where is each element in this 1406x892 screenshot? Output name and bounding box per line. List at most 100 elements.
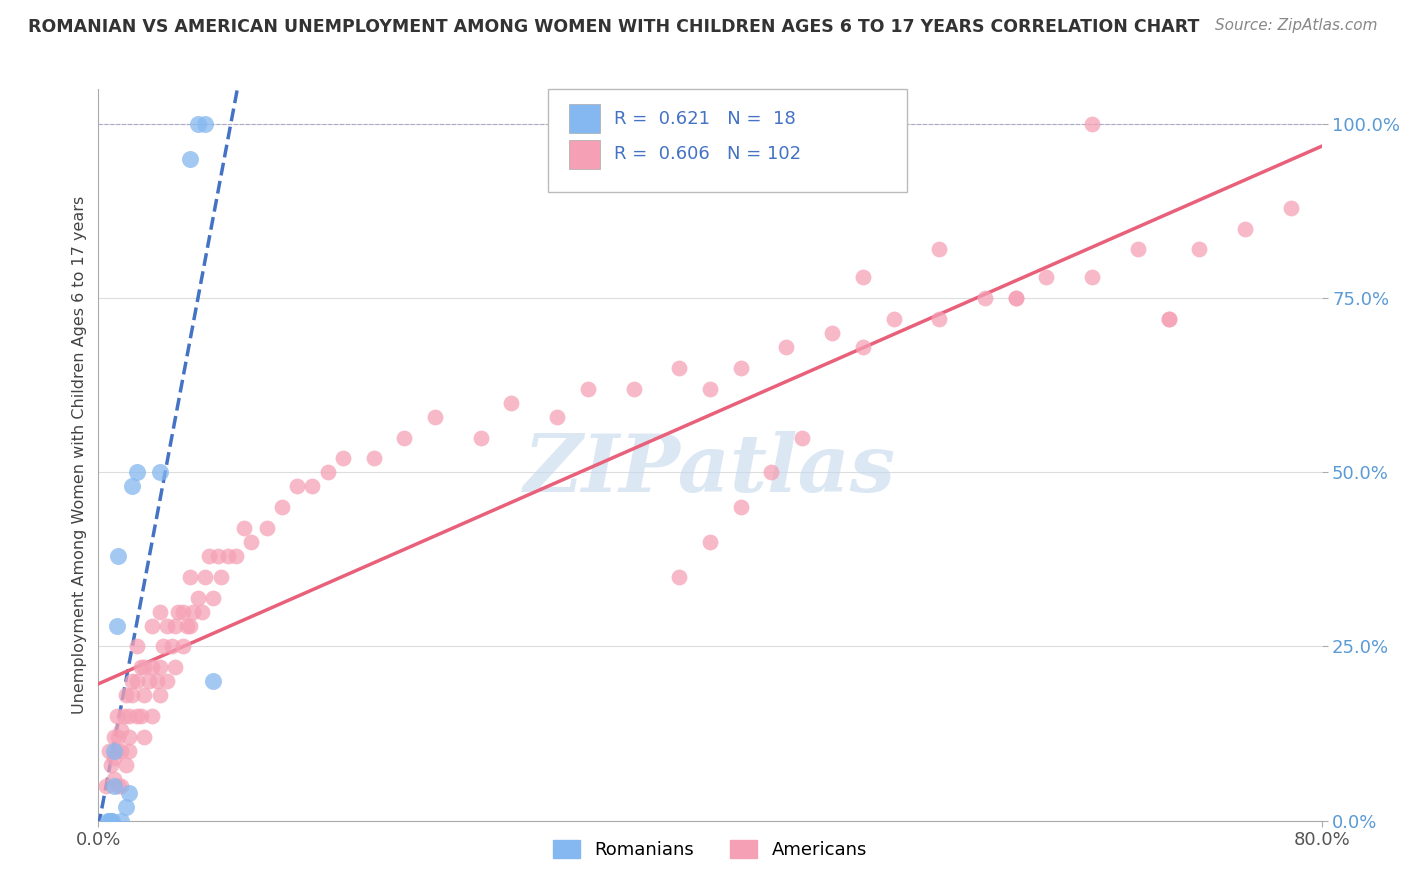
Point [699,535,721,549]
Point [118,730,141,744]
Point [134,660,156,674]
Point [1157,312,1180,326]
Point [501,395,523,409]
Point [141,660,163,674]
Point [125,709,148,723]
Point [103,744,125,758]
Point [1035,270,1057,285]
Point [105,618,128,632]
Point [928,243,950,257]
Point [179,570,201,584]
Point [138,674,160,689]
Point [129,660,152,674]
Point [107,779,129,793]
Point [94,779,117,793]
Point [98,814,121,828]
Text: Source: ZipAtlas.com: Source: ZipAtlas.com [1215,18,1378,33]
Point [232,521,254,535]
Legend: Romanians, Americans: Romanians, Americans [546,832,875,866]
Point [118,709,141,723]
Point [110,744,132,758]
Point [852,340,875,354]
Point [194,117,217,131]
Point [121,479,143,493]
Y-axis label: Unemployment Among Women with Children Ages 6 to 17 years: Unemployment Among Women with Children A… [72,196,87,714]
Point [730,500,752,515]
Point [1188,243,1211,257]
Point [103,751,125,765]
Point [301,479,323,493]
Point [623,382,645,396]
Point [163,618,186,632]
Point [110,723,132,737]
Point [270,500,292,515]
Point [332,451,354,466]
Point [181,605,204,619]
Point [1004,291,1026,305]
Point [121,674,143,689]
Point [207,549,229,563]
Point [172,605,194,619]
Point [115,799,138,814]
Point [1128,243,1150,257]
Point [160,640,183,654]
Point [1081,117,1104,131]
Point [156,618,179,632]
Point [110,814,132,828]
Point [790,430,813,444]
Text: ROMANIAN VS AMERICAN UNEMPLOYMENT AMONG WOMEN WITH CHILDREN AGES 6 TO 17 YEARS C: ROMANIAN VS AMERICAN UNEMPLOYMENT AMONG … [28,18,1199,36]
Point [1004,291,1026,305]
Point [576,382,599,396]
Point [125,640,148,654]
Text: ZIPatlas: ZIPatlas [524,431,896,508]
Point [118,786,141,800]
Point [103,779,125,793]
Point [730,360,752,375]
Point [392,430,416,444]
Point [125,466,148,480]
Point [149,660,172,674]
Point [105,744,128,758]
Point [883,312,905,326]
Point [546,409,568,424]
Point [668,360,690,375]
Point [134,730,156,744]
Point [256,521,278,535]
Point [107,730,129,744]
Point [821,326,844,340]
Point [217,549,239,563]
Point [179,152,201,166]
Point [101,814,124,828]
Point [423,409,446,424]
Point [1234,221,1257,235]
Point [129,709,152,723]
Point [209,570,232,584]
Point [928,312,950,326]
Point [852,270,875,285]
Point [179,618,201,632]
Point [149,466,172,480]
Point [470,430,492,444]
Point [176,618,198,632]
Point [187,117,209,131]
Point [156,674,179,689]
Point [141,709,163,723]
Point [202,674,225,689]
Point [316,466,339,480]
Point [97,814,120,828]
Point [187,591,209,605]
Point [225,549,247,563]
Point [759,466,782,480]
Text: R =  0.621   N =  18: R = 0.621 N = 18 [614,110,796,128]
Point [191,605,214,619]
Point [285,479,308,493]
Point [112,709,135,723]
Point [202,591,225,605]
Point [145,674,167,689]
Point [141,618,163,632]
Point [121,688,143,702]
Point [197,549,219,563]
Point [775,340,797,354]
Point [115,758,138,772]
Point [1081,270,1104,285]
